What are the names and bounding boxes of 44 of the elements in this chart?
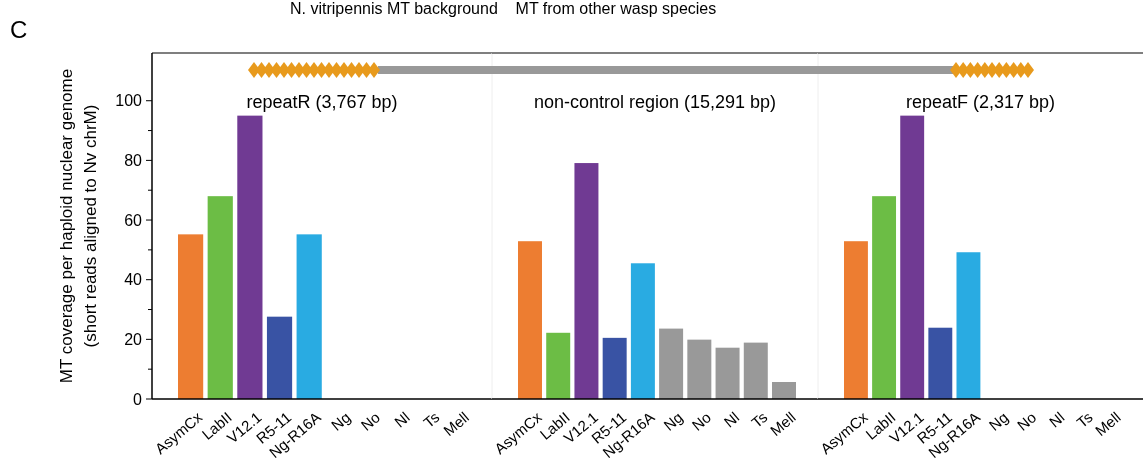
bar <box>715 347 740 399</box>
text: repeatF (2,317 bp) <box>905 92 1056 112</box>
text: N. vitripennis MT background MT from other wasp species <box>290 0 717 17</box>
bar <box>207 196 233 399</box>
x-tick-label: Ng <box>327 408 354 434</box>
text: non-control region (15,291 bp) <box>533 92 777 112</box>
x-tick-label: No <box>688 408 715 434</box>
x-tick-label: Mell <box>440 408 473 440</box>
bar <box>296 234 322 399</box>
y-tick-label: 40 <box>124 271 143 289</box>
bar <box>574 163 599 399</box>
x-tick-label: Ng <box>985 408 1012 434</box>
bar <box>602 337 627 399</box>
bar <box>956 252 981 399</box>
bar <box>900 115 925 399</box>
bar <box>872 196 897 399</box>
text: C <box>10 16 28 43</box>
bar <box>928 327 953 399</box>
bar <box>266 316 293 399</box>
x-tick-label: No <box>1013 408 1040 434</box>
y-tick-label: 100 <box>115 92 143 110</box>
x-tick-label: No <box>357 408 384 434</box>
bar <box>237 115 263 399</box>
bar <box>687 339 712 399</box>
y-tick-label: 0 <box>133 390 143 408</box>
bar <box>772 382 796 399</box>
x-tick-label: Nl <box>1045 408 1068 431</box>
bar <box>743 342 768 399</box>
x-tick-label: Nl <box>720 408 743 431</box>
x-tick-label: Ng <box>660 408 686 434</box>
text: repeatR (3,767 bp) <box>246 92 398 112</box>
bar <box>659 328 684 399</box>
x-tick-label: Nl <box>391 408 413 431</box>
bar <box>630 263 655 399</box>
y-axis-title: MT coverage per haploid nuclear genome (short reads aligned to Nv chrM) <box>57 68 100 384</box>
y-tick-label: 80 <box>124 151 143 169</box>
y-tick-label: 20 <box>124 330 143 348</box>
bar <box>178 234 204 399</box>
bar <box>518 241 542 399</box>
bar <box>844 241 868 399</box>
x-tick-label: Ts <box>420 408 443 431</box>
y-tick-label: 60 <box>124 211 143 229</box>
bar <box>546 332 571 399</box>
x-tick-label: Ts <box>1073 408 1096 431</box>
